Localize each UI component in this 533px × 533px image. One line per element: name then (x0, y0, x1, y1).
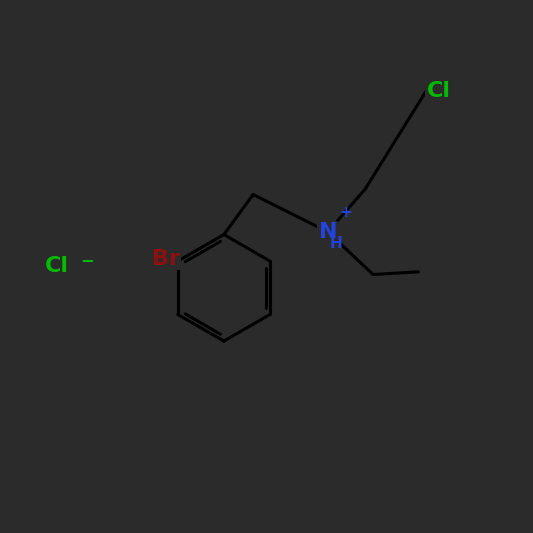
Text: Cl: Cl (45, 256, 69, 277)
Text: +: + (340, 205, 352, 220)
Text: N: N (319, 222, 337, 242)
Text: Cl: Cl (426, 80, 450, 101)
Text: H: H (329, 236, 342, 251)
Text: Br: Br (152, 248, 180, 269)
Text: −: − (80, 251, 94, 269)
